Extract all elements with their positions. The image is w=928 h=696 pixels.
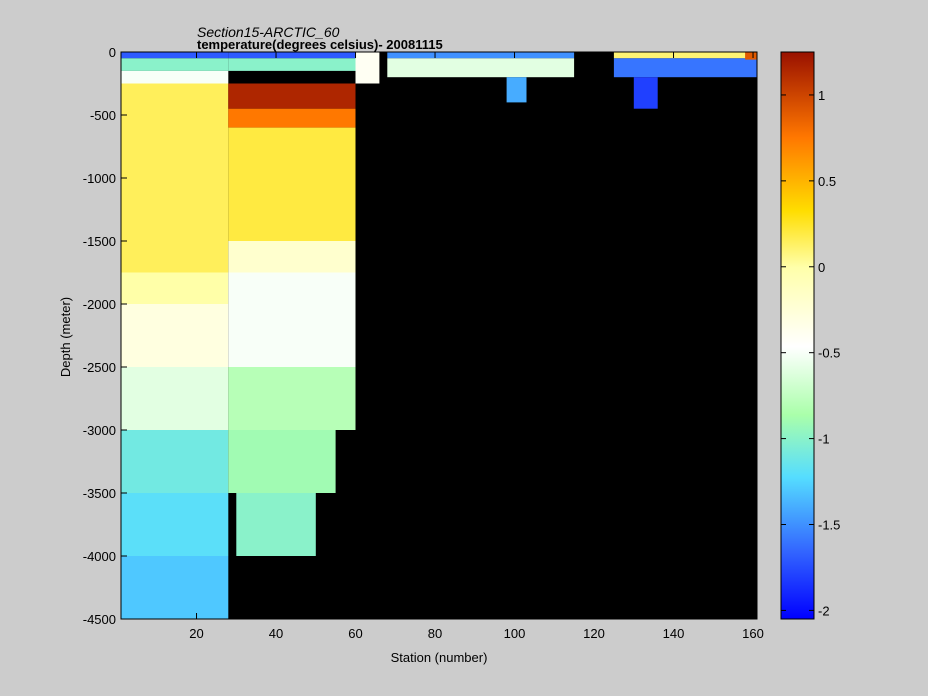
y-axis: 0 -500 -1000 -1500 -2000 -2500 -3000 -3500 -4000…	[83, 45, 757, 627]
x-tick-label: 80	[428, 626, 442, 641]
heatmap-cell	[121, 493, 229, 556]
colorbar-tick-label: 0	[818, 260, 825, 275]
heatmap-cell	[387, 58, 575, 78]
heatmap-cell	[228, 52, 356, 59]
heatmap-cell	[121, 58, 229, 71]
colorbar-ticks: 1 0.5 0 -0.5 -1 -1.5 -2	[781, 88, 840, 618]
heatmap-cell	[236, 493, 316, 556]
colorbar: 1 0.5 0 -0.5 -1 -1.5 -2	[780, 51, 840, 620]
colorbar-tick-label: -1	[818, 432, 830, 447]
y-axis-label: Depth (meter)	[58, 297, 73, 377]
x-tick-label: 20	[189, 626, 203, 641]
y-tick-label: -2500	[83, 360, 116, 375]
heatmap-cell	[121, 83, 229, 273]
heatmap-cell	[633, 77, 658, 109]
y-tick-label: 0	[109, 45, 116, 60]
heatmap-cell	[355, 52, 380, 84]
heatmap-cell	[613, 58, 757, 78]
x-tick-label: 160	[742, 626, 764, 641]
heatmap-cell	[121, 70, 229, 84]
heatmap-cell	[121, 556, 229, 619]
heatmap-cell	[228, 83, 356, 109]
y-tick-label: -1000	[83, 171, 116, 186]
chart-title: Section15-ARCTIC_60	[197, 24, 340, 40]
heatmap-cell	[228, 430, 336, 493]
plot-frame	[120, 51, 758, 620]
heatmap-cell	[506, 77, 527, 103]
colorbar-tick-label: 1	[818, 88, 825, 103]
heatmap-cell	[228, 241, 356, 273]
heatmap-cell	[613, 52, 757, 59]
y-tick-label: -500	[90, 108, 116, 123]
x-axis: 20 40 60 80 100 120 140 160	[189, 52, 764, 641]
x-tick-label: 100	[504, 626, 526, 641]
colorbar-tick-label: -0.5	[818, 346, 840, 361]
chart-subtitle: temperature(degrees celsius)- 20081115	[197, 37, 443, 52]
heatmap-cell	[387, 52, 575, 59]
heatmap-cell	[228, 108, 356, 128]
colorbar-tick-label: -2	[818, 603, 830, 618]
heatmap-cell	[228, 367, 356, 430]
colorbar-tick-label: 0.5	[818, 174, 836, 189]
y-tick-label: -4000	[83, 549, 116, 564]
heatmap-cell	[121, 430, 229, 493]
heatmap-cell	[121, 367, 229, 430]
x-tick-label: 140	[663, 626, 685, 641]
x-tick-label: 40	[269, 626, 283, 641]
y-tick-label: -2000	[83, 297, 116, 312]
y-tick-label: -1500	[83, 234, 116, 249]
y-tick-label: -3500	[83, 486, 116, 501]
heatmap-cell	[121, 52, 229, 59]
heatmap-cell	[228, 58, 356, 71]
x-tick-label: 120	[583, 626, 605, 641]
heatmap-cell	[228, 272, 356, 367]
heatmap-cell	[121, 304, 229, 367]
heatmap-cell	[745, 52, 757, 60]
y-tick-label: -4500	[83, 612, 116, 627]
x-tick-label: 60	[348, 626, 362, 641]
heatmap-cells	[121, 52, 757, 619]
colorbar-gradient	[780, 51, 815, 620]
x-axis-label: Station (number)	[391, 650, 488, 665]
plot-area	[120, 51, 758, 620]
heatmap-cell	[228, 127, 356, 241]
y-tick-label: -3000	[83, 423, 116, 438]
heatmap-cell	[121, 272, 229, 304]
colorbar-tick-label: -1.5	[818, 518, 840, 533]
